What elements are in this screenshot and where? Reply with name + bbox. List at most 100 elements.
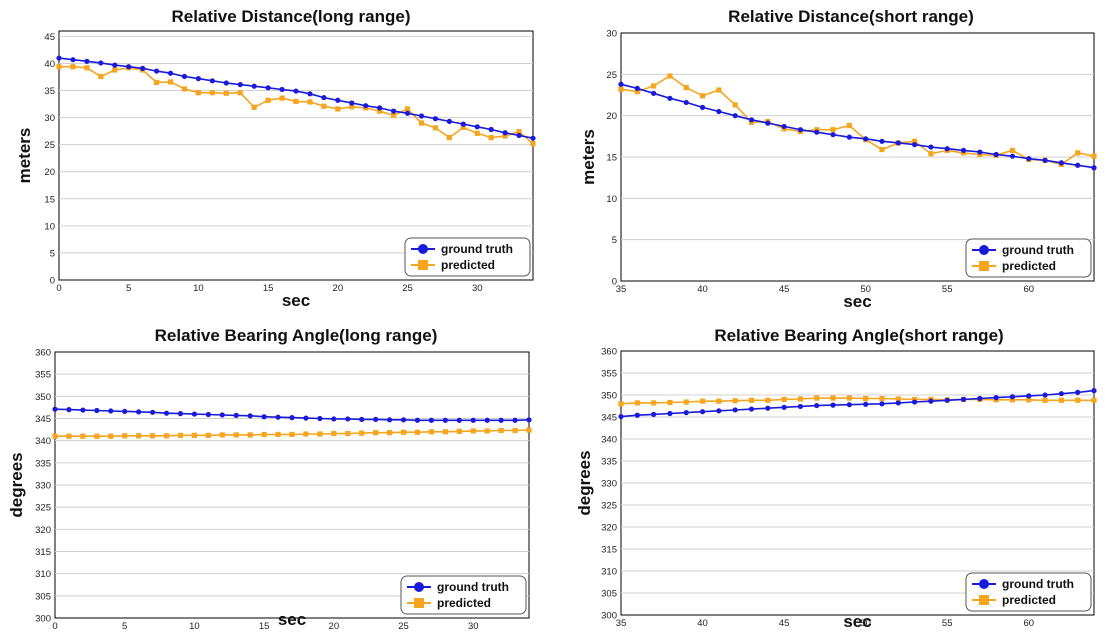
data-point-predicted: [618, 401, 624, 407]
data-point-ground-truth: [321, 94, 327, 101]
data-point-ground-truth: [830, 132, 836, 138]
data-point-ground-truth: [474, 124, 480, 130]
data-point-ground-truth: [1026, 393, 1032, 399]
x-tick-label: 55: [942, 618, 953, 629]
data-point-ground-truth: [634, 85, 640, 91]
data-point-ground-truth: [428, 417, 435, 423]
data-point-predicted: [191, 432, 198, 438]
data-point-predicted: [1042, 397, 1048, 403]
data-point-predicted: [307, 99, 313, 105]
data-point-predicted: [219, 432, 225, 438]
data-point-ground-truth: [895, 140, 901, 146]
data-point-predicted: [321, 103, 327, 109]
x-tick-label: 0: [52, 621, 57, 632]
legend: ground truth predicted: [404, 237, 531, 277]
data-point-predicted: [1091, 397, 1097, 403]
x-tick-label: 30: [472, 283, 483, 294]
data-point-predicted: [205, 432, 211, 438]
data-point-ground-truth: [470, 417, 476, 423]
data-point-predicted: [716, 398, 722, 404]
data-point-predicted: [460, 124, 466, 130]
y-tick-label: 30: [606, 29, 617, 40]
data-point-ground-truth: [223, 80, 229, 86]
data-point-predicted: [879, 146, 885, 153]
data-point-ground-truth: [732, 407, 738, 413]
data-point-ground-truth: [1058, 391, 1064, 397]
data-point-predicted: [683, 84, 689, 91]
data-point-predicted: [377, 108, 383, 114]
data-point-ground-truth: [911, 142, 918, 148]
chart-title: Relative Distance(short range): [728, 7, 974, 26]
legend-marker-predicted: [414, 598, 424, 608]
data-point-predicted: [879, 395, 885, 402]
data-point-ground-truth: [781, 123, 787, 130]
x-tick-label: 40: [697, 284, 708, 295]
data-point-ground-truth: [1009, 153, 1016, 159]
data-point-predicted: [52, 433, 58, 439]
legend-label-ground-truth: ground truth: [1002, 243, 1074, 257]
legend-box: [404, 237, 531, 277]
data-point-predicted: [177, 432, 184, 438]
y-tick-label: 330: [601, 479, 617, 490]
y-tick-label: 325: [35, 503, 51, 514]
data-point-predicted: [1009, 147, 1016, 153]
x-tick-label: 20: [333, 283, 344, 294]
data-point-ground-truth: [716, 408, 722, 414]
data-point-ground-truth: [1009, 394, 1016, 400]
data-point-ground-truth: [846, 134, 852, 140]
y-tick-label: 10: [606, 194, 617, 205]
y-tick-label: 360: [601, 347, 617, 358]
data-point-predicted: [732, 398, 738, 404]
data-point-ground-truth: [205, 411, 211, 418]
x-axis-label: sec: [282, 291, 310, 310]
data-point-ground-truth: [530, 135, 536, 141]
data-point-predicted: [66, 433, 72, 439]
data-point-predicted: [895, 396, 901, 402]
data-point-ground-truth: [797, 127, 804, 133]
x-tick-label: 45: [779, 618, 790, 629]
data-point-ground-truth: [404, 110, 411, 116]
data-point-ground-truth: [136, 409, 142, 415]
data-point-predicted: [484, 428, 490, 434]
data-point-ground-truth: [911, 399, 918, 405]
legend-marker-ground-truth: [418, 244, 428, 254]
y-tick-label: 30: [44, 113, 55, 124]
data-point-predicted: [233, 432, 239, 438]
data-point-ground-truth: [683, 99, 689, 106]
data-point-ground-truth: [993, 395, 999, 401]
y-tick-label: 305: [601, 589, 617, 600]
data-point-predicted: [634, 89, 640, 95]
y-tick-label: 320: [601, 523, 617, 534]
data-point-predicted: [634, 400, 640, 406]
data-point-ground-truth: [1091, 388, 1097, 394]
data-point-ground-truth: [526, 417, 532, 423]
data-point-ground-truth: [195, 76, 202, 82]
data-point-predicted: [303, 431, 309, 437]
y-tick-label: 5: [612, 235, 617, 246]
data-point-ground-truth: [66, 407, 72, 413]
data-point-ground-truth: [153, 68, 160, 74]
y-axis-label: meters: [579, 129, 598, 185]
y-axis-label: meters: [15, 128, 34, 184]
data-point-predicted: [209, 90, 215, 96]
y-tick-label: 335: [601, 457, 617, 468]
y-tick-label: 300: [601, 611, 617, 622]
data-point-ground-truth: [181, 73, 188, 80]
legend-box: [965, 238, 1092, 278]
data-point-ground-truth: [373, 416, 379, 422]
data-point-predicted: [456, 428, 462, 434]
data-point-predicted: [223, 90, 229, 96]
x-tick-label: 30: [468, 621, 479, 632]
data-point-ground-truth: [112, 62, 118, 68]
data-point-predicted: [512, 427, 518, 434]
legend-label-predicted: predicted: [1002, 259, 1056, 273]
series-line-ground-truth: [620, 389, 1095, 418]
x-tick-label: 5: [122, 621, 127, 632]
data-point-ground-truth: [377, 105, 383, 111]
data-point-predicted: [418, 120, 425, 126]
legend-marker-predicted: [979, 261, 989, 271]
data-point-ground-truth: [781, 404, 787, 410]
data-point-predicted: [251, 104, 257, 110]
data-point-predicted: [428, 429, 435, 435]
data-point-predicted: [699, 398, 706, 404]
